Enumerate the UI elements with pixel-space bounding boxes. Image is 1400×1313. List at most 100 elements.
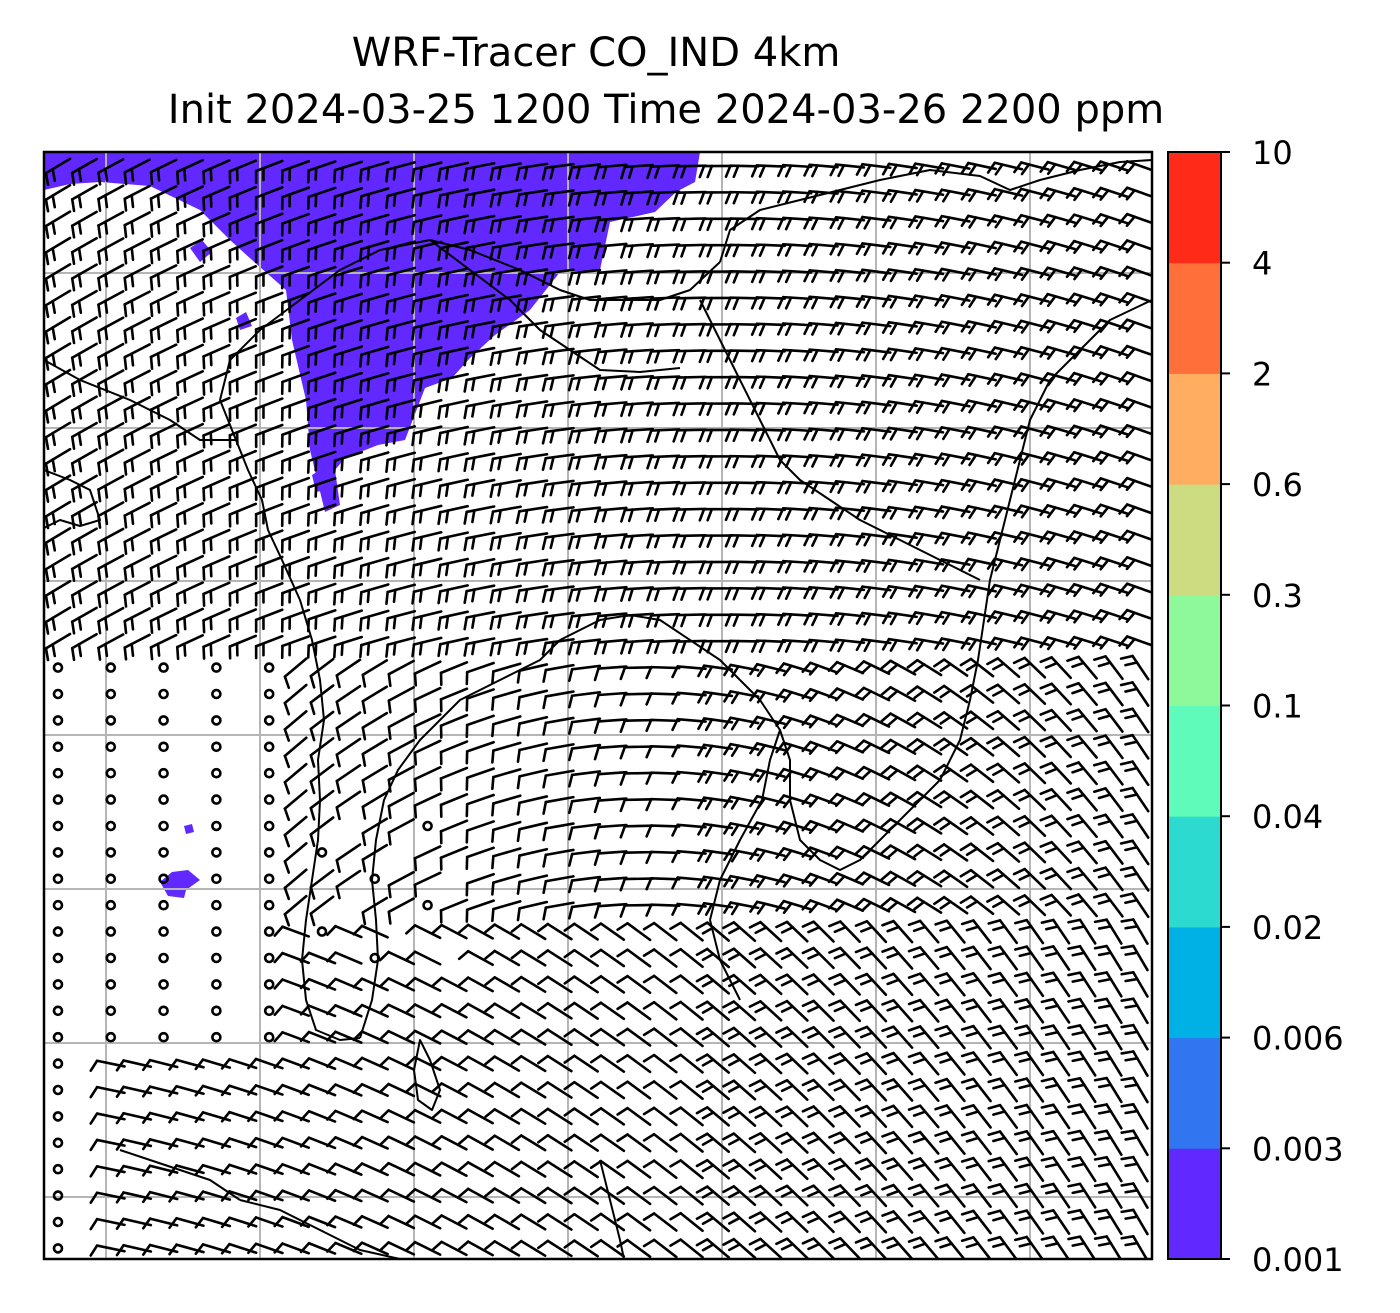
wind-barb xyxy=(306,345,337,369)
wind-barb xyxy=(671,665,707,679)
wind-barb xyxy=(463,531,496,552)
wind-barb xyxy=(722,1105,757,1127)
wind-barb xyxy=(959,684,995,704)
wind-barb xyxy=(671,902,707,916)
wind-barb xyxy=(645,824,681,838)
wind-barb xyxy=(70,580,98,609)
sumatra xyxy=(239,1199,401,1259)
wind-barb-calm xyxy=(211,794,222,805)
wind-barb-calm xyxy=(263,767,275,779)
wind-barb xyxy=(491,688,522,711)
wind-barb xyxy=(175,290,205,317)
wind-barb xyxy=(431,1161,468,1178)
wind-barb xyxy=(1039,814,1073,838)
wind-barb xyxy=(541,558,575,577)
wind-barb xyxy=(385,293,417,315)
wind-barb xyxy=(515,188,549,208)
wind-barb xyxy=(333,609,364,633)
wind-barb xyxy=(567,295,602,313)
wind-barb xyxy=(803,401,839,416)
wind-barb xyxy=(593,559,628,576)
wind-barb xyxy=(510,1055,547,1073)
wind-barb xyxy=(829,559,866,574)
wind-barb xyxy=(750,348,787,363)
wind-barb xyxy=(593,902,628,919)
wind-barb xyxy=(333,371,364,395)
wind-barb xyxy=(484,923,521,940)
wind-barb xyxy=(228,528,258,554)
wind-barb xyxy=(306,239,337,263)
wind-barb xyxy=(1091,213,1129,228)
wind-barb xyxy=(97,580,125,609)
map-area xyxy=(44,152,1152,1259)
wind-barb-calm xyxy=(369,873,381,885)
wind-barb xyxy=(563,1001,599,1020)
wind-barb xyxy=(1092,734,1124,760)
wind-barb xyxy=(775,1158,809,1181)
wind-barb xyxy=(431,1002,468,1019)
wind-barb xyxy=(750,296,787,310)
wind-barb xyxy=(437,584,469,605)
wind-barb xyxy=(1120,1103,1149,1130)
wind-barb xyxy=(97,448,125,477)
wind-barb xyxy=(457,1134,494,1151)
wind-barb xyxy=(775,688,812,703)
wind-barb xyxy=(123,343,151,371)
wind-barb xyxy=(515,162,549,181)
wind-barb xyxy=(959,789,995,810)
wind-barb xyxy=(491,768,522,791)
wind-barb xyxy=(1066,787,1098,812)
wind-barb xyxy=(646,454,681,470)
wind-barb xyxy=(97,237,125,265)
wind-barb xyxy=(986,868,1021,890)
wind-barb xyxy=(724,243,760,258)
wind-barb xyxy=(220,1084,258,1097)
wind-barb xyxy=(437,610,469,631)
wind-barb xyxy=(589,922,626,941)
wind-barb xyxy=(750,639,787,654)
wind-barb xyxy=(228,291,258,317)
wind-barb xyxy=(646,507,681,523)
wind-barb xyxy=(567,902,602,920)
wind-barb xyxy=(1119,681,1150,707)
wind-barb xyxy=(722,1237,757,1259)
wind-barb xyxy=(463,241,496,261)
wind-barb xyxy=(748,973,783,996)
wind-barb xyxy=(387,686,415,714)
wind-barb-calm xyxy=(263,1005,275,1017)
wind-barb xyxy=(567,743,602,762)
wind-barb xyxy=(175,238,205,265)
wind-barb xyxy=(642,1159,678,1180)
wind-barb xyxy=(254,450,284,475)
wind-barb xyxy=(202,396,231,423)
wind-barb xyxy=(616,922,652,942)
wind-barb xyxy=(567,875,602,894)
wind-barb xyxy=(801,1210,835,1234)
wind-barb xyxy=(515,215,549,234)
wind-barb xyxy=(829,400,866,415)
wind-barb xyxy=(748,1052,783,1075)
wind-barb xyxy=(593,453,628,471)
tracer-patch-1 xyxy=(190,240,212,262)
wind-barb xyxy=(149,633,178,661)
wind-barb xyxy=(698,243,734,258)
wind-barb xyxy=(309,763,335,795)
wind-barb xyxy=(1092,839,1124,865)
wind-barb xyxy=(933,711,969,730)
wind-barb xyxy=(906,870,943,888)
wind-barb-calm xyxy=(52,715,64,726)
wind-barb xyxy=(698,613,734,628)
wind-barb xyxy=(829,532,866,547)
wind-barb xyxy=(309,869,335,900)
wind-barb xyxy=(593,665,628,682)
wind-barb xyxy=(748,947,783,969)
colorbar-tick-label: 0.1 xyxy=(1252,688,1303,726)
wind-barb xyxy=(254,608,284,633)
wind-barb xyxy=(1093,971,1123,998)
wind-barb xyxy=(463,452,496,473)
wind-barb xyxy=(775,899,812,915)
wind-barb xyxy=(385,345,417,368)
wind-barb xyxy=(646,375,681,391)
wind-barb xyxy=(620,242,655,259)
wind-barb xyxy=(437,478,469,499)
